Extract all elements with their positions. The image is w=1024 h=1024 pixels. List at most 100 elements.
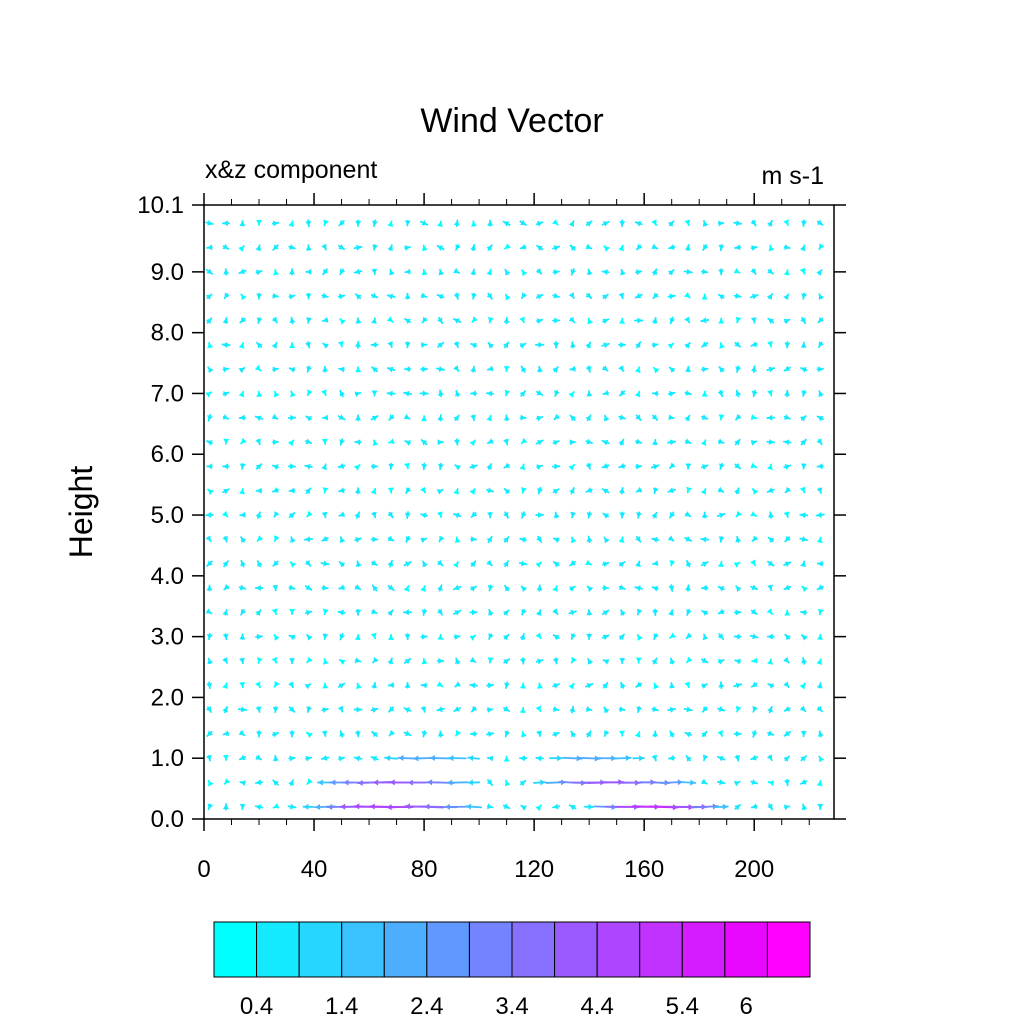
wind-vector (816, 682, 823, 689)
wind-vector (455, 390, 461, 397)
wind-vector (438, 268, 445, 276)
wind-vector (221, 510, 229, 518)
wind-vector (370, 292, 379, 299)
wind-vector (520, 437, 528, 445)
wind-vector (634, 220, 643, 227)
wind-vector (815, 511, 825, 518)
wind-vector (801, 657, 808, 665)
wind-vector (618, 317, 625, 324)
wind-vector (239, 633, 246, 640)
wind-vector (470, 390, 478, 397)
wind-vector (405, 535, 412, 543)
wind-vector (552, 731, 560, 738)
wind-vector (503, 755, 510, 762)
wind-vector (800, 730, 807, 738)
wind-vector (354, 657, 362, 664)
wind-vector (420, 292, 428, 299)
wind-vector (436, 294, 445, 300)
wind-vector (371, 559, 378, 566)
wind-vector (634, 317, 644, 324)
wind-vector (388, 729, 396, 737)
wind-vector (585, 438, 593, 445)
wind-vector (354, 439, 362, 446)
wind-vector (552, 317, 561, 324)
wind-vector (801, 803, 808, 811)
wind-vector (536, 244, 544, 252)
wind-vector (437, 584, 443, 592)
wind-vector (519, 390, 526, 397)
wind-vector (387, 657, 394, 665)
wind-vector (634, 731, 641, 738)
wind-vector (783, 464, 792, 470)
wind-vector (388, 633, 395, 640)
wind-vector (238, 584, 247, 591)
wind-vector (453, 292, 460, 300)
plot-frame (203, 204, 835, 820)
wind-vector (222, 243, 230, 250)
wind-vector (503, 705, 511, 712)
wind-vector (767, 705, 773, 714)
colorbar-box (511, 921, 556, 978)
wind-vector (239, 316, 246, 324)
wind-vector (818, 341, 825, 348)
wind-vector (486, 244, 493, 251)
wind-vector (321, 389, 327, 397)
wind-vector (436, 681, 444, 688)
wind-vector (372, 219, 379, 227)
wind-vector (652, 730, 659, 738)
wind-vector (305, 268, 312, 275)
wind-vector (486, 779, 494, 786)
wind-vector (667, 439, 677, 446)
wind-vector (535, 439, 544, 446)
wind-vector (503, 488, 511, 495)
wind-vector (585, 487, 593, 493)
wind-vector (519, 706, 526, 714)
wind-vector (735, 510, 742, 518)
wind-vector (535, 293, 544, 300)
wind-vector (535, 755, 544, 762)
wind-vector (205, 706, 212, 713)
wind-vector (583, 803, 595, 810)
wind-vector (271, 656, 278, 664)
wind-vector (601, 463, 610, 469)
wind-vector (767, 389, 773, 397)
wind-vector (536, 415, 544, 422)
wind-vector (305, 487, 312, 495)
wind-vector (569, 365, 576, 372)
wind-vector (651, 585, 659, 592)
wind-vector (469, 730, 478, 737)
wind-vector (569, 487, 575, 495)
wind-vector (635, 414, 642, 422)
wind-vector (486, 390, 495, 397)
wind-vector (690, 803, 719, 810)
wind-vector (466, 779, 481, 786)
wind-vector (272, 487, 280, 493)
y-tick-label: 0.0 (151, 806, 184, 833)
wind-vector (585, 414, 592, 422)
wind-vector (750, 681, 758, 688)
y-tick-label: 1.0 (151, 745, 184, 772)
wind-vector (453, 488, 460, 495)
wind-vector (652, 487, 659, 495)
wind-vector (238, 245, 245, 252)
wind-vector (207, 657, 214, 665)
wind-vector (618, 633, 625, 641)
wind-vector (816, 584, 824, 591)
wind-vector (768, 244, 775, 252)
wind-vector (652, 292, 659, 300)
wind-vector (717, 633, 725, 640)
wind-vector (339, 438, 346, 446)
wind-vector (238, 414, 247, 421)
wind-vector (783, 778, 790, 787)
wind-vector (289, 657, 296, 665)
wind-vector (766, 633, 775, 640)
wind-vector (535, 804, 542, 812)
wind-vector (684, 438, 692, 445)
wind-vector (783, 730, 791, 737)
wind-vector (437, 439, 444, 446)
wind-vector (272, 802, 280, 809)
wind-vector (503, 511, 509, 519)
wind-vector (486, 463, 493, 470)
wind-vector (338, 658, 346, 666)
wind-vector (205, 219, 214, 226)
